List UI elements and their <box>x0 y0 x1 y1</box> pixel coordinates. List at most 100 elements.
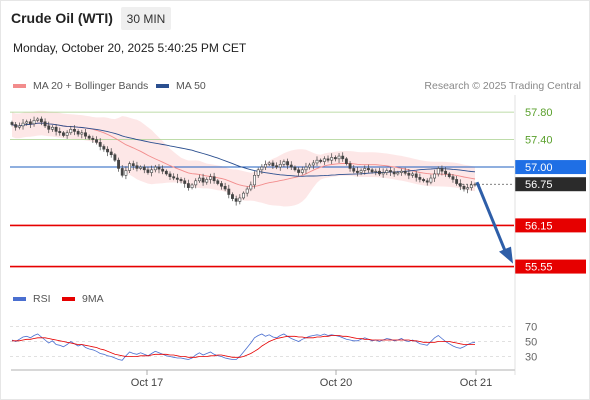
candle-body-86 <box>326 158 330 161</box>
candle-body-110 <box>414 173 418 178</box>
candle-body-80 <box>304 166 308 171</box>
level-label-3: 56.75 <box>525 179 553 191</box>
candle-body-33 <box>131 163 135 166</box>
candle-body-106 <box>400 170 403 173</box>
candle-body-14 <box>62 132 65 136</box>
candle-body-88 <box>333 157 337 160</box>
x-tick-label-2: Oct 21 <box>460 377 492 389</box>
candle-body-13 <box>58 131 62 134</box>
level-badge-5 <box>515 259 586 274</box>
candle-body-63 <box>242 192 245 199</box>
candle-body-6 <box>32 120 36 125</box>
level-label-1: 57.40 <box>525 135 553 147</box>
candle-body-30 <box>120 168 124 176</box>
candle-body-28 <box>113 154 117 161</box>
candle-body-122 <box>458 183 462 187</box>
candle-body-103 <box>389 170 392 173</box>
candle-body-7 <box>36 118 40 121</box>
candle-body-50 <box>194 180 198 186</box>
legend-rsi-ma: 9MA <box>62 293 104 305</box>
candle-body-112 <box>422 179 425 182</box>
candle-body-85 <box>322 158 326 162</box>
candle-body-71 <box>271 162 275 166</box>
level-label-0: 57.80 <box>525 107 553 119</box>
candle-body-89 <box>337 155 341 160</box>
candle-body-43 <box>168 173 172 177</box>
rsi-swatch <box>13 297 26 301</box>
candle-body-115 <box>433 173 437 179</box>
candle-body-16 <box>69 129 73 134</box>
candle-body-65 <box>249 184 253 190</box>
candle-body-26 <box>106 148 109 153</box>
forecast-arrow-head <box>499 246 513 264</box>
candle-body-17 <box>73 129 76 132</box>
candle-body-91 <box>344 158 348 164</box>
legend-rsi-label: RSI <box>33 293 51 305</box>
candle-body-58 <box>223 185 227 190</box>
x-tick-label-1: Oct 20 <box>320 377 352 389</box>
candle-body-42 <box>164 170 168 175</box>
candle-body-114 <box>429 177 433 183</box>
candle-body-20 <box>84 132 87 137</box>
candle-body-18 <box>76 131 80 135</box>
candle-body-4 <box>25 121 29 124</box>
candle-body-81 <box>308 164 312 168</box>
candle-body-10 <box>47 125 51 130</box>
candle-body-49 <box>190 184 194 188</box>
rsi-ma-swatch <box>62 297 75 301</box>
candle-body-27 <box>109 151 113 156</box>
candle-body-56 <box>216 180 220 184</box>
rsi-ma-line <box>12 335 475 358</box>
timeframe-badge[interactable]: 30 MIN <box>121 7 171 30</box>
candle-body-104 <box>392 171 396 175</box>
candle-body-79 <box>300 169 304 173</box>
level-badge-4 <box>515 218 586 233</box>
bollinger-band-fill <box>12 110 475 207</box>
forecast-arrow-line <box>475 181 509 257</box>
candle-body-5 <box>28 121 32 125</box>
candle-body-120 <box>451 176 455 180</box>
candle-body-98 <box>370 169 374 173</box>
candle-body-39 <box>153 166 157 171</box>
candle-body-77 <box>293 166 297 171</box>
candle-body-116 <box>436 168 440 175</box>
candle-body-66 <box>253 174 256 186</box>
candle-body-74 <box>282 161 286 165</box>
candle-body-53 <box>205 179 209 183</box>
candle-body-109 <box>411 173 414 176</box>
candle-body-57 <box>220 183 223 187</box>
candle-body-70 <box>267 162 271 165</box>
candle-body-62 <box>238 197 242 202</box>
candle-body-23 <box>95 139 98 143</box>
candle-body-25 <box>102 146 106 150</box>
candle-body-68 <box>260 166 264 171</box>
candle-body-54 <box>208 176 212 180</box>
candle-body-12 <box>54 126 58 132</box>
candle-body-92 <box>348 163 352 169</box>
candle-body-44 <box>172 176 176 179</box>
candle-body-73 <box>278 164 282 168</box>
timestamp: Monday, October 20, 2025 5:40:25 PM CET <box>13 41 247 55</box>
legend-rsi-ma-label: 9MA <box>82 293 104 305</box>
candle-body-99 <box>374 170 378 173</box>
candle-body-0 <box>10 122 14 125</box>
candle-body-60 <box>231 194 234 199</box>
candle-body-105 <box>396 172 400 175</box>
candle-body-51 <box>197 177 201 182</box>
candle-body-47 <box>183 180 187 184</box>
candle-body-1 <box>14 124 18 128</box>
source-credit: Research © 2025 Trading Central <box>424 80 581 92</box>
level-label-2: 57.00 <box>525 162 553 174</box>
candle-body-34 <box>135 165 139 169</box>
candle-body-111 <box>418 177 422 180</box>
bollinger-swatch <box>13 84 26 88</box>
level-badge-2 <box>515 160 586 175</box>
candle-body-121 <box>455 179 459 184</box>
candle-body-32 <box>128 163 132 171</box>
rsi-tick-label-0: 70 <box>525 322 537 334</box>
candle-body-19 <box>80 132 84 135</box>
instrument-title: Crude Oil (WTI) <box>11 10 113 26</box>
candle-body-29 <box>117 159 120 169</box>
level-badge-3 <box>515 177 586 192</box>
candle-body-119 <box>447 173 451 177</box>
